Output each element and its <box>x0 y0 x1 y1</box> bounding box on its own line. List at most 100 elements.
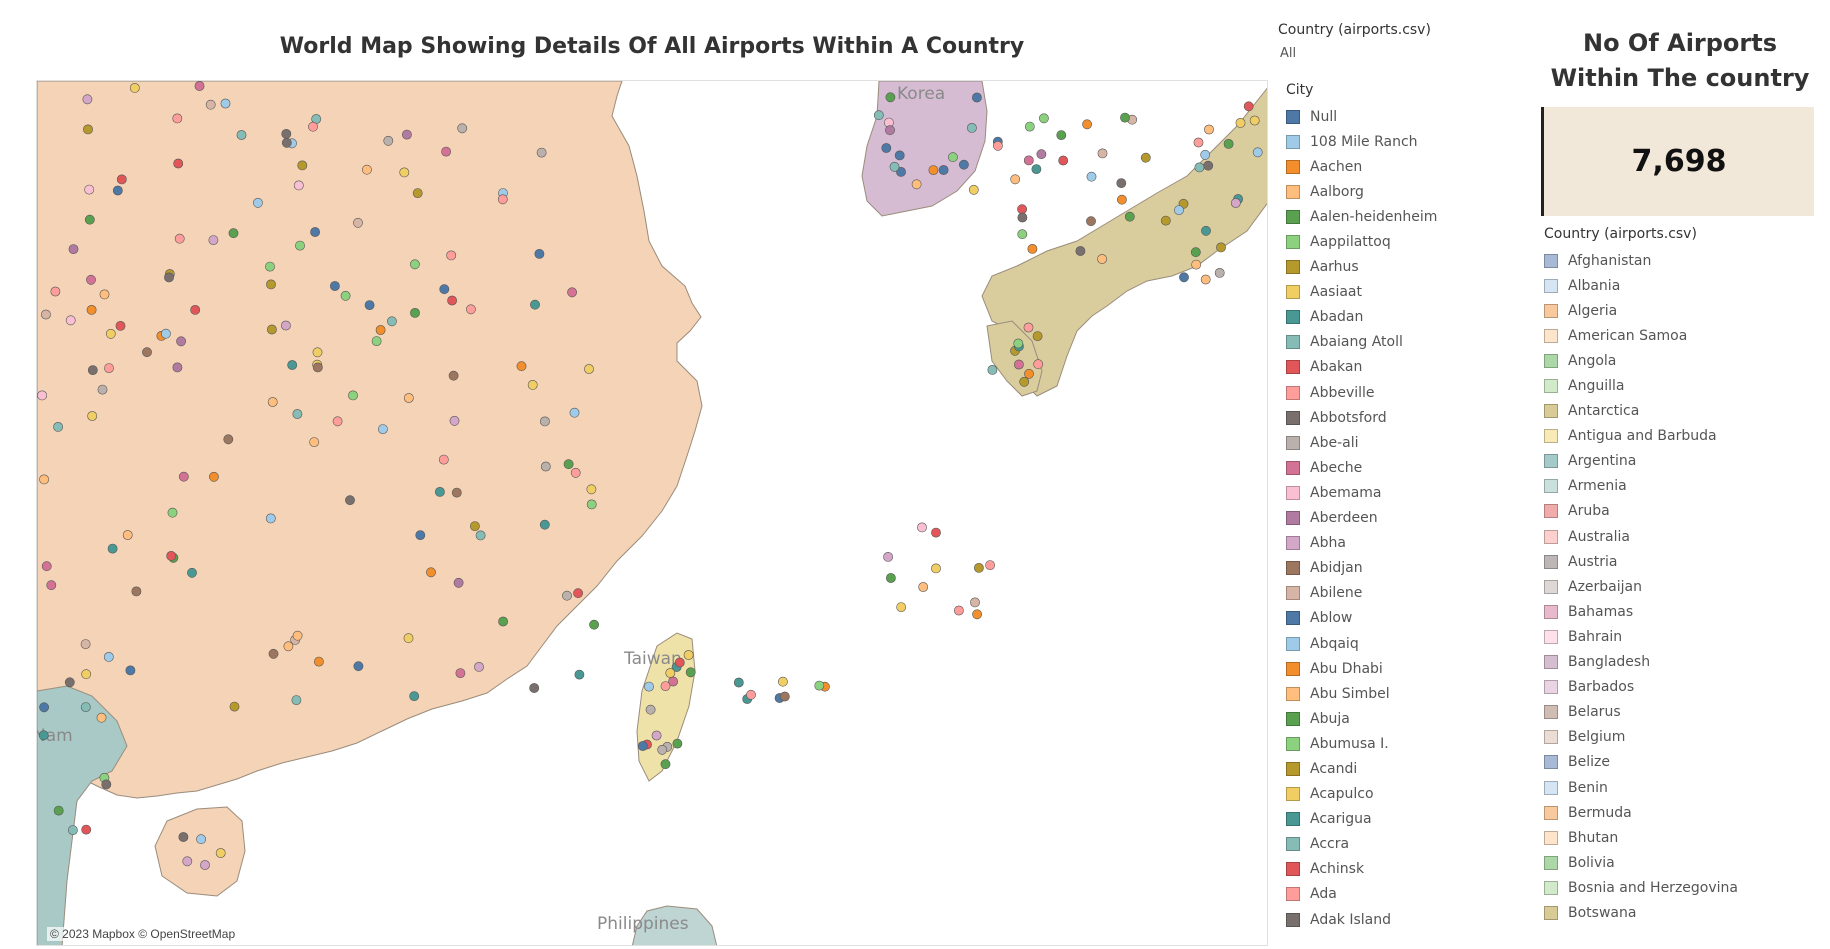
airport-marker[interactable] <box>1204 124 1214 135</box>
airport-marker[interactable] <box>68 244 79 254</box>
legend-item[interactable]: Aberdeen <box>1286 506 1437 531</box>
airport-marker[interactable] <box>970 597 980 608</box>
airport-marker[interactable] <box>1190 247 1201 258</box>
airport-marker[interactable] <box>931 527 941 538</box>
airport-marker[interactable] <box>645 704 656 715</box>
airport-marker[interactable] <box>291 695 302 705</box>
airport-marker[interactable] <box>172 362 183 373</box>
airport-marker[interactable] <box>361 164 372 175</box>
airport-marker[interactable] <box>586 499 597 510</box>
airport-marker[interactable] <box>399 167 410 178</box>
airport-marker[interactable] <box>918 582 929 592</box>
legend-item[interactable]: Acapulco <box>1286 782 1437 807</box>
airport-marker[interactable] <box>84 214 95 225</box>
airport-marker[interactable] <box>1097 148 1108 159</box>
airport-marker[interactable] <box>345 495 355 506</box>
airport-marker[interactable] <box>122 530 133 540</box>
airport-marker[interactable] <box>81 824 92 835</box>
legend-item[interactable]: Abakan <box>1286 355 1437 380</box>
airport-marker[interactable] <box>340 290 351 301</box>
airport-marker[interactable] <box>1194 162 1205 173</box>
airport-marker[interactable] <box>1013 338 1024 349</box>
airport-marker[interactable] <box>1140 152 1151 163</box>
airport-marker[interactable] <box>112 185 123 196</box>
legend-item[interactable]: Bosnia and Herzegovina <box>1544 875 1738 900</box>
airport-marker[interactable] <box>896 167 906 177</box>
airport-marker[interactable] <box>1235 118 1246 128</box>
airport-marker[interactable] <box>81 669 92 680</box>
airport-marker[interactable] <box>125 665 136 676</box>
airport-marker[interactable] <box>265 513 276 524</box>
airport-marker[interactable] <box>668 676 678 687</box>
airport-marker[interactable] <box>1203 160 1214 171</box>
legend-item[interactable]: Abbotsford <box>1286 405 1437 430</box>
legend-item[interactable]: Aachen <box>1286 154 1437 179</box>
airport-marker[interactable] <box>229 701 240 712</box>
airport-marker[interactable] <box>53 805 64 816</box>
airport-marker[interactable] <box>674 657 685 668</box>
airport-marker[interactable] <box>208 235 219 245</box>
airport-marker[interactable] <box>948 152 958 163</box>
airport-marker[interactable] <box>448 370 459 381</box>
airport-marker[interactable] <box>292 409 303 419</box>
airport-marker[interactable] <box>82 94 93 105</box>
airport-marker[interactable] <box>1075 246 1086 256</box>
airport-marker[interactable] <box>178 832 189 842</box>
airport-marker[interactable] <box>779 691 790 702</box>
airport-marker[interactable] <box>733 677 744 688</box>
airport-marker[interactable] <box>1014 359 1024 370</box>
airport-marker[interactable] <box>644 681 654 692</box>
airport-marker[interactable] <box>637 741 648 751</box>
airport-marker[interactable] <box>80 702 91 712</box>
airport-marker[interactable] <box>457 123 468 134</box>
legend-item[interactable]: Belarus <box>1544 700 1738 725</box>
airport-marker[interactable] <box>660 759 671 770</box>
legend-item[interactable]: Bermuda <box>1544 800 1738 825</box>
airport-marker[interactable] <box>295 240 305 251</box>
airport-marker[interactable] <box>441 146 451 157</box>
airport-marker[interactable] <box>172 113 183 124</box>
airport-marker[interactable] <box>386 316 397 327</box>
airport-marker[interactable] <box>116 174 127 185</box>
airport-marker[interactable] <box>540 461 551 472</box>
airport-marker[interactable] <box>401 129 412 140</box>
airport-marker[interactable] <box>439 284 450 295</box>
airport-marker[interactable] <box>885 92 896 103</box>
legend-item[interactable]: Abadan <box>1286 305 1437 330</box>
airport-marker[interactable] <box>403 393 414 403</box>
legend-item[interactable]: Abumusa I. <box>1286 731 1437 756</box>
airport-marker[interactable] <box>529 683 540 693</box>
airport-marker[interactable] <box>40 309 51 320</box>
airport-marker[interactable] <box>475 530 486 541</box>
airport-marker[interactable] <box>84 184 95 195</box>
airport-marker[interactable] <box>584 364 594 374</box>
airport-marker[interactable] <box>215 848 226 858</box>
airport-marker[interactable] <box>87 365 98 375</box>
airport-marker[interactable] <box>309 437 320 447</box>
legend-item[interactable]: Abilene <box>1286 581 1437 606</box>
legend-item[interactable]: Armenia <box>1544 474 1738 499</box>
airport-marker[interactable] <box>174 233 185 244</box>
airport-marker[interactable] <box>268 648 279 659</box>
legend-item[interactable]: Acarigua <box>1286 807 1437 832</box>
legend-item[interactable]: Acandi <box>1286 756 1437 781</box>
airport-marker[interactable] <box>449 415 460 426</box>
legend-item[interactable]: Afghanistan <box>1544 248 1738 273</box>
legend-item[interactable]: Aasiaat <box>1286 280 1437 305</box>
airport-marker[interactable] <box>967 123 977 133</box>
airport-marker[interactable] <box>104 363 114 373</box>
legend-item[interactable]: Angola <box>1544 348 1738 373</box>
airport-marker[interactable] <box>657 744 668 755</box>
airport-marker[interactable] <box>313 656 324 667</box>
airport-marker[interactable] <box>1201 225 1211 236</box>
airport-marker[interactable] <box>469 521 480 531</box>
airport-marker[interactable] <box>1056 130 1067 140</box>
airport-marker[interactable] <box>527 379 538 390</box>
airport-marker[interactable] <box>563 459 574 470</box>
airport-marker[interactable] <box>497 194 508 205</box>
airport-marker[interactable] <box>931 563 941 574</box>
legend-item[interactable]: Belize <box>1544 750 1738 775</box>
airport-marker[interactable] <box>972 92 982 103</box>
legend-item[interactable]: Antigua and Barbuda <box>1544 424 1738 449</box>
airport-marker[interactable] <box>41 561 52 572</box>
